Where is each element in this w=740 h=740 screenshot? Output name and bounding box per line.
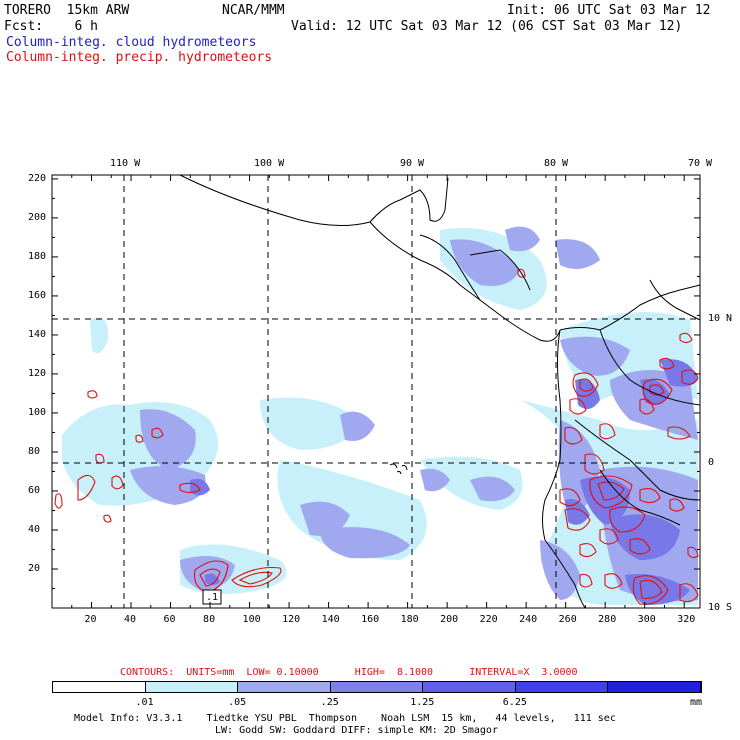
value-box [202,589,222,605]
x-tick-label: 300 [637,614,656,625]
lon-label-80w: 80 W [544,158,569,169]
value-box-label: .1 [206,592,219,603]
lon-label-110w: 110 W [110,158,141,169]
y-tick-label: 60 [28,484,41,496]
coastlines [179,174,701,609]
y-tick-label: 140 [28,328,47,340]
lon-label-100w: 100 W [254,158,285,169]
colorbar-cell [515,682,609,692]
x-tick-label: 220 [479,614,498,625]
y-tick-label: 20 [28,562,41,574]
colorbar-label: .05 [228,697,247,708]
forecast-hour: Fcst: 6 h [4,19,98,34]
model-info-line2: LW: Godd SW: Goddard DIFF: simple KM: 2D… [215,725,498,736]
map-frame [51,174,701,609]
colorbar-cell [238,682,331,692]
x-tick-label: 160 [361,614,380,625]
colorbar-label: .25 [320,697,339,708]
colorbar-cell [53,682,146,692]
lon-label-70w: 70 W [688,158,713,169]
x-tick-label: 40 [124,614,137,625]
x-tick-label: 200 [440,614,459,625]
graticule [52,175,700,608]
colorbar-label: .01 [135,697,154,708]
y-tick-label: 220 [28,172,47,184]
x-tick-label: 100 [242,614,261,625]
colorbar-cell [608,682,701,692]
valid-time: Valid: 12 UTC Sat 03 Mar 12 (06 CST Sat … [291,19,683,34]
field-cloud-label: Column-integ. cloud hydrometeors [6,35,257,50]
colorbar-cell [330,682,424,692]
colorbar-cell [423,682,516,692]
y-tick-label: 40 [28,523,41,535]
x-tick-label: 280 [598,614,617,625]
x-tick-label: 80 [203,614,216,625]
cloud-field-mid [130,226,698,602]
init-time: Init: 06 UTC Sat 03 Mar 12 [507,3,711,18]
x-tick-label: 240 [519,614,538,625]
model-info-line1: Model Info: V3.3.1 Tiedtke YSU PBL Thomp… [74,713,616,724]
y-tick-label: 80 [28,445,41,457]
axis-ticks [52,175,700,608]
colorbar-label: 6.25 [502,697,527,708]
colorbar-cell [145,682,239,692]
y-tick-label: 120 [28,367,47,379]
field-precip-label: Column-integ. precip. hydrometeors [6,50,273,65]
y-tick-label: 200 [28,211,47,223]
org-label: NCAR/MMM [222,3,285,18]
y-tick-label: 160 [28,289,47,301]
model-title: TORERO 15km ARW [4,3,130,18]
lat-label-10s: 10 S [708,602,733,613]
lon-label-90w: 90 W [400,158,425,169]
y-tick-label: 180 [28,250,47,262]
contours-info: CONTOURS: UNITS=mm LOW= 0.10000 HIGH= 8.… [120,667,578,678]
colorbar-label: 1.25 [410,697,435,708]
x-tick-label: 140 [321,614,340,625]
x-tick-label: 60 [163,614,176,625]
x-tick-label: 180 [400,614,419,625]
colorbar [52,681,702,693]
x-tick-label: 320 [677,614,696,625]
x-tick-label: 20 [84,614,97,625]
colorbar-unit: mm [690,697,703,708]
precip-contours [54,268,699,605]
lat-label-0: 0 [708,457,715,468]
y-tick-label: 100 [28,406,47,418]
lat-label-10n: 10 N [708,313,733,324]
x-tick-label: 120 [282,614,301,625]
x-tick-label: 260 [558,614,577,625]
